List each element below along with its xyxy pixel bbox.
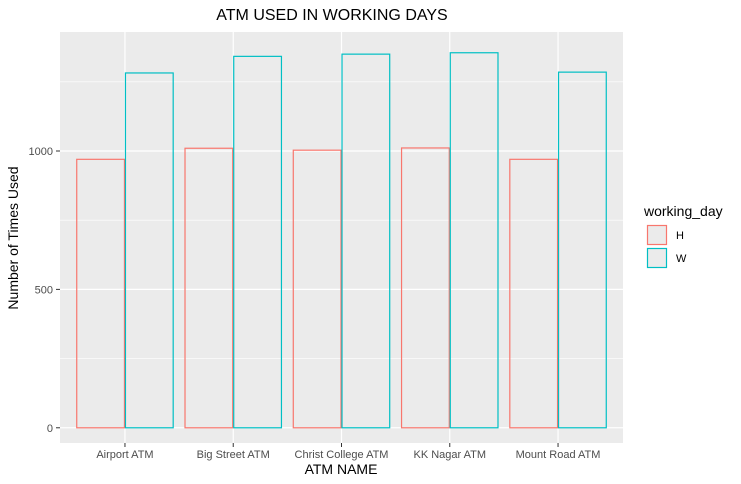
- x-tick-label: Airport ATM: [96, 449, 153, 461]
- bar-h-0: [76, 158, 126, 429]
- bar-h-2: [292, 149, 342, 429]
- bar-h-4: [509, 158, 559, 429]
- legend-label: W: [676, 253, 687, 265]
- y-tick-label: 0: [47, 423, 53, 435]
- y-tick-label: 500: [35, 284, 53, 296]
- legend-title: working_day: [643, 203, 723, 219]
- bar-w-2: [341, 53, 391, 429]
- chart-title: ATM USED IN WORKING DAYS: [216, 7, 447, 24]
- x-axis: Airport ATM Big Street ATM Christ College …: [96, 443, 600, 461]
- bar-w-0: [124, 72, 174, 429]
- x-tick-label: Big Street ATM: [197, 449, 270, 461]
- x-tick-label: Mount Road ATM: [516, 449, 601, 461]
- bars: [76, 52, 607, 429]
- legend-key-h: [646, 224, 668, 246]
- bar-h-1: [184, 147, 234, 429]
- y-axis: 0 500 1000: [29, 146, 60, 435]
- y-axis-title: Number of Times Used: [5, 166, 21, 309]
- bar-w-4: [557, 71, 607, 429]
- x-tick-label: Christ College ATM: [295, 449, 389, 461]
- bar-w-3: [449, 52, 499, 429]
- legend-key-w: [646, 247, 668, 269]
- x-axis-title: ATM NAME: [305, 461, 378, 477]
- x-tick-label: KK Nagar ATM: [413, 449, 486, 461]
- y-tick-label: 1000: [29, 146, 53, 158]
- bar-w-1: [233, 55, 283, 429]
- bar-h-3: [400, 147, 450, 429]
- legend: working_day HW: [643, 203, 723, 269]
- legend-key-background: [647, 248, 667, 268]
- legend-label: H: [676, 230, 684, 242]
- legend-key-background: [647, 225, 667, 245]
